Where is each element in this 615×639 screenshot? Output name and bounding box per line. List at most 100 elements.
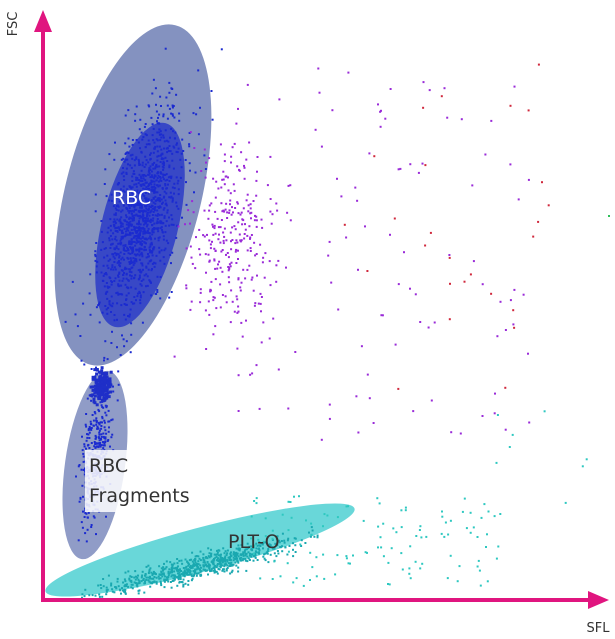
- rbc-event-dot: [130, 286, 133, 289]
- rbc-event-dot: [121, 194, 124, 197]
- rbc-event-dot: [158, 246, 161, 249]
- plt-event-dot: [167, 570, 170, 573]
- plt-event-dot: [217, 568, 220, 570]
- plt-event-dot: [218, 568, 221, 571]
- plt-event-dot: [261, 543, 264, 546]
- plt-event-dot: [278, 539, 281, 542]
- rbc-event-dot: [140, 280, 143, 282]
- purple-event-dot: [214, 196, 217, 199]
- rbc-event-dot: [144, 203, 147, 206]
- rbc-event-dot: [125, 267, 128, 270]
- rbc-event-dot: [64, 320, 67, 323]
- plt-event-dot: [255, 547, 258, 550]
- teal-event-dot: [446, 577, 449, 580]
- rbc-event-dot: [106, 290, 109, 293]
- plt-event-dot: [197, 560, 200, 563]
- rbc-event-dot: [125, 272, 128, 275]
- rbc-event-dot: [146, 275, 149, 278]
- purple-event-dot: [228, 263, 231, 266]
- purple-event-dot: [256, 156, 259, 158]
- plt-event-dot: [269, 544, 272, 547]
- rbc-event-dot: [139, 189, 142, 192]
- rbc-event-dot: [137, 158, 140, 161]
- purple-event-dot: [237, 278, 240, 281]
- purple-event-dot: [195, 236, 197, 239]
- rbc-event-dot: [167, 183, 169, 186]
- rbc-event-dot: [115, 252, 118, 255]
- rbc-event-dot: [142, 136, 145, 138]
- fragment-event-dot: [82, 510, 84, 513]
- rbc-event-dot: [130, 266, 133, 269]
- rbc-event-dot: [127, 223, 130, 226]
- rbc-event-dot: [162, 208, 165, 211]
- fragment-event-dot: [103, 419, 106, 422]
- plt-event-dot: [195, 568, 198, 571]
- teal-event-dot: [508, 446, 511, 448]
- rbc-event-dot: [179, 176, 182, 179]
- plt-event-dot: [153, 576, 156, 578]
- plt-event-dot: [310, 526, 313, 529]
- plt-event-dot: [228, 565, 231, 568]
- fragment-event-dot: [86, 528, 89, 531]
- plt-event-dot: [204, 569, 207, 572]
- rbc-event-dot: [131, 191, 134, 194]
- purple-event-dot: [212, 233, 215, 236]
- rbc-event-dot: [131, 252, 134, 255]
- rbc-event-dot: [114, 230, 117, 232]
- rbc-event-dot: [128, 261, 131, 263]
- rbc-event-dot: [159, 139, 162, 142]
- plt-event-dot: [187, 573, 190, 576]
- rbc-event-dot: [154, 167, 157, 170]
- rbc-event-dot: [120, 210, 123, 213]
- purple-event-dot: [208, 313, 211, 316]
- rbc-event-dot: [140, 150, 143, 153]
- plt-event-dot: [224, 550, 227, 553]
- rbc-event-dot: [152, 248, 155, 251]
- rbc-event-dot: [147, 187, 149, 190]
- purple-event-dot: [272, 317, 275, 320]
- plt-event-dot: [124, 590, 126, 593]
- rbc-event-dot: [175, 201, 178, 204]
- plt-event-dot: [212, 569, 215, 572]
- plt-event-dot: [229, 564, 232, 567]
- teal-event-dot: [465, 527, 468, 530]
- rbc-event-dot: [100, 391, 104, 395]
- plt-event-dot: [88, 594, 91, 597]
- rbc-event-dot: [122, 185, 125, 188]
- fragment-event-dot: [95, 366, 97, 369]
- plt-event-dot: [173, 570, 176, 573]
- purple-event-dot: [275, 280, 278, 283]
- purple-event-dot: [223, 235, 226, 238]
- rbc-event-dot: [100, 372, 104, 375]
- plt-event-dot: [182, 571, 185, 574]
- purple-event-dot: [233, 225, 236, 228]
- plt-event-dot: [165, 566, 168, 569]
- plt-event-dot: [234, 553, 237, 556]
- rbc-event-dot: [159, 297, 162, 300]
- teal-event-dot: [262, 540, 265, 543]
- plt-event-dot: [313, 535, 316, 538]
- fragment-event-dot: [105, 515, 107, 518]
- fragment-event-dot: [99, 398, 102, 400]
- fragment-event-dot: [84, 532, 87, 535]
- rbc-event-dot: [101, 241, 104, 244]
- rbc-event-dot: [140, 251, 143, 254]
- rbc-event-dot: [122, 248, 125, 251]
- plt-event-dot: [234, 552, 237, 555]
- rbc-event-dot: [173, 182, 176, 185]
- purple-event-dot: [246, 83, 249, 86]
- rbc-event-dot: [94, 378, 98, 382]
- purple-event-dot: [245, 319, 247, 322]
- plt-event-dot: [266, 550, 269, 553]
- rbc-event-dot: [107, 226, 110, 229]
- plt-event-dot: [212, 559, 215, 561]
- plt-event-dot: [272, 547, 275, 550]
- rbc-event-dot: [125, 294, 128, 297]
- teal-event-dot: [315, 556, 318, 559]
- teal-event-dot: [253, 544, 256, 547]
- plt-event-dot: [171, 568, 173, 571]
- purple-event-dot: [484, 153, 487, 156]
- purple-event-dot: [427, 326, 430, 329]
- plt-event-dot: [133, 581, 136, 584]
- plt-event-dot: [176, 584, 179, 587]
